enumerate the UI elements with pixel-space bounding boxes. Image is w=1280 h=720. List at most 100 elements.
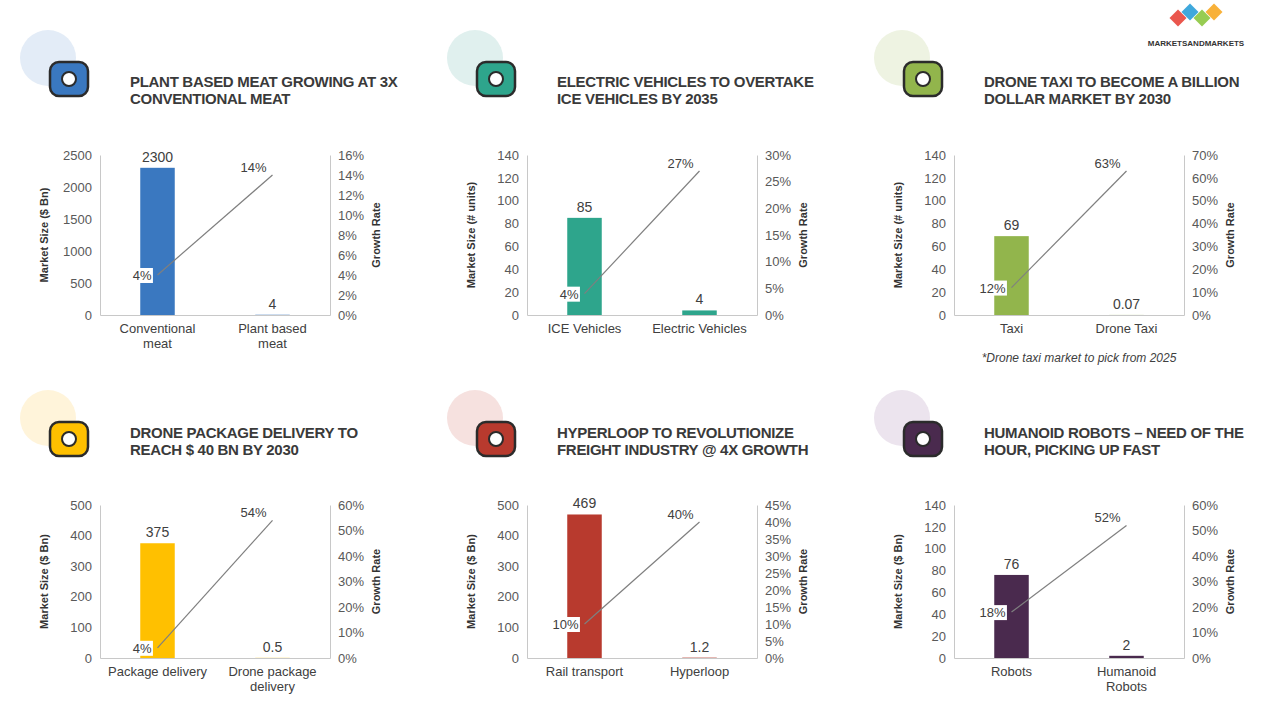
line-label: 4% bbox=[133, 641, 152, 656]
bar-label: 69 bbox=[1004, 217, 1020, 233]
tick: 4% bbox=[330, 268, 357, 283]
logo-diamond bbox=[1206, 4, 1223, 21]
tick: 0% bbox=[1184, 308, 1211, 323]
tick: 2% bbox=[330, 288, 357, 303]
tick-label: 120 bbox=[924, 520, 946, 535]
y-axis-title: Market Size (# units) bbox=[892, 181, 904, 288]
tick-label: 60 bbox=[505, 239, 519, 254]
line-label: 52% bbox=[1094, 510, 1120, 525]
panel: DRONE PACKAGE DELIVERY TOREACH $ 40 BN B… bbox=[20, 390, 382, 694]
tick: 30% bbox=[1184, 574, 1218, 589]
icon-detail bbox=[489, 72, 503, 86]
tick: 30% bbox=[1184, 239, 1218, 254]
y-axis: 0100200300400500 bbox=[70, 498, 100, 666]
y2-axis-title: Growth Rate bbox=[1224, 202, 1236, 267]
x-axis: Rail transport Hyperloop bbox=[528, 658, 758, 679]
axis-line bbox=[954, 506, 955, 659]
tick-label: 60 bbox=[932, 585, 946, 600]
bar bbox=[1109, 314, 1144, 315]
tick: 140 bbox=[924, 498, 954, 513]
tick: 15% bbox=[757, 228, 791, 243]
text-line: Hyperloop bbox=[670, 664, 729, 679]
tick-label: 20 bbox=[932, 629, 946, 644]
bar-label: 4 bbox=[269, 296, 277, 312]
data-labels: 3750.54%54% bbox=[132, 505, 283, 656]
icon-backdrop bbox=[20, 30, 76, 86]
tick: Conventionalmeat bbox=[120, 315, 196, 351]
line-label: 40% bbox=[667, 507, 693, 522]
tick-label: 0 bbox=[939, 651, 946, 666]
icon-detail bbox=[916, 72, 930, 86]
bar bbox=[140, 168, 175, 315]
tick-label: 45% bbox=[765, 498, 791, 513]
line-label-group: 27% bbox=[666, 156, 694, 171]
line-label: 4% bbox=[133, 268, 152, 283]
y2-axis-title: Growth Rate bbox=[370, 549, 382, 614]
text-line: Rail transport bbox=[546, 664, 624, 679]
tick-label: 16% bbox=[338, 148, 364, 163]
y2-axis: 0%10%20%30%40%50%60%70% bbox=[1184, 148, 1218, 323]
tick: 20 bbox=[932, 285, 954, 300]
growth-line bbox=[158, 175, 273, 275]
axis-line bbox=[101, 658, 331, 659]
tick: 60 bbox=[932, 239, 954, 254]
tick: 20 bbox=[932, 629, 954, 644]
tick-label: 20% bbox=[765, 201, 791, 216]
category-label: Hyperloop bbox=[670, 664, 729, 679]
tick: 20% bbox=[757, 201, 791, 216]
axis-line bbox=[527, 506, 528, 659]
tick-label: 100 bbox=[924, 193, 946, 208]
data-labels: 76218%52% bbox=[978, 510, 1130, 652]
label-patch bbox=[666, 156, 694, 171]
tick-label: 4% bbox=[338, 268, 357, 283]
tick: 400 bbox=[70, 528, 100, 543]
axis-line bbox=[955, 315, 1185, 316]
tick-label: 40% bbox=[765, 515, 791, 530]
tick: 30% bbox=[757, 148, 791, 163]
tick: 100 bbox=[70, 620, 100, 635]
tick: 50% bbox=[1184, 523, 1218, 538]
tick-label: 100 bbox=[924, 541, 946, 556]
text-line: delivery bbox=[250, 679, 295, 694]
text-line: DOLLAR MARKET BY 2030 bbox=[984, 90, 1171, 107]
icon-backdrop bbox=[874, 30, 930, 86]
tick-label: 30% bbox=[1192, 574, 1218, 589]
tick: 120 bbox=[497, 171, 527, 186]
tick: 25% bbox=[757, 174, 791, 189]
tick: 10% bbox=[757, 617, 791, 632]
bar bbox=[567, 514, 602, 658]
tick-label: 120 bbox=[497, 171, 519, 186]
tick-label: 120 bbox=[924, 171, 946, 186]
tick: 2000 bbox=[63, 180, 100, 195]
bar-label: 85 bbox=[577, 199, 593, 215]
panel-title: HYPERLOOP TO REVOLUTIONIZEFREIGHT INDUST… bbox=[557, 424, 808, 458]
data-labels: 8544%27% bbox=[559, 156, 704, 307]
tick-label: 0% bbox=[765, 308, 784, 323]
tick-label: 200 bbox=[497, 589, 519, 604]
tick-label: 500 bbox=[497, 498, 519, 513]
tick-label: 10% bbox=[1192, 625, 1218, 640]
tick: 8% bbox=[330, 228, 357, 243]
bar-label: 375 bbox=[146, 524, 170, 540]
tick-label: 2000 bbox=[63, 180, 92, 195]
text-line: Taxi bbox=[1000, 321, 1023, 336]
bar-label: 469 bbox=[573, 495, 597, 511]
icon-backdrop bbox=[874, 390, 930, 446]
plot-area bbox=[140, 520, 290, 658]
text-line: HUMANOID ROBOTS – NEED OF THE bbox=[984, 424, 1244, 441]
bar-label: 0.5 bbox=[263, 639, 283, 655]
tick-label: 20% bbox=[765, 583, 791, 598]
line-label: 14% bbox=[240, 160, 266, 175]
tick: 0 bbox=[939, 308, 954, 323]
tick-label: 10% bbox=[765, 254, 791, 269]
icon bbox=[477, 422, 515, 456]
line-label: 12% bbox=[979, 281, 1005, 296]
tick: HumanoidRobots bbox=[1097, 658, 1156, 694]
tick: Drone packagedelivery bbox=[228, 658, 316, 694]
line-label-group: 40% bbox=[666, 507, 694, 522]
tick: Rail transport bbox=[546, 658, 624, 679]
tick: 20 bbox=[505, 285, 527, 300]
y-axis-title: Market Size ($ Bn) bbox=[465, 534, 477, 629]
tick-label: 10% bbox=[338, 625, 364, 640]
tick: 35% bbox=[757, 532, 791, 547]
